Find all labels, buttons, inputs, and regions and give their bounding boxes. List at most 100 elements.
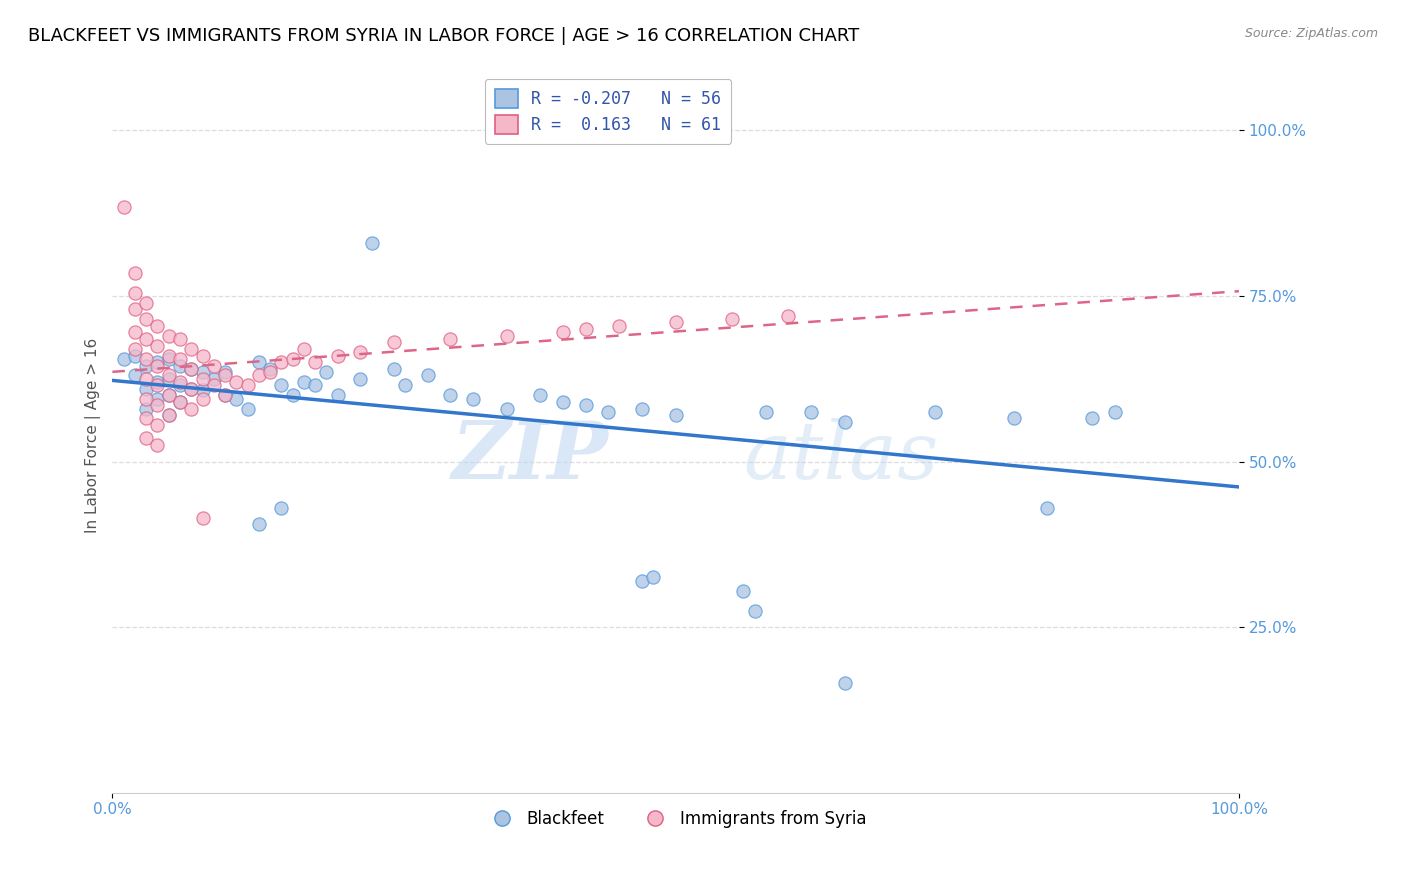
Point <box>247 368 270 383</box>
Point <box>157 351 180 366</box>
Point <box>349 345 371 359</box>
Point <box>180 382 202 396</box>
Point <box>382 361 405 376</box>
Point <box>1081 411 1104 425</box>
Point <box>607 318 630 333</box>
Point <box>292 375 315 389</box>
Point <box>259 361 281 376</box>
Point <box>146 438 169 452</box>
Point <box>135 332 157 346</box>
Point <box>360 235 382 250</box>
Point <box>270 500 292 515</box>
Point <box>665 408 688 422</box>
Point <box>135 351 157 366</box>
Point <box>180 382 202 396</box>
Point <box>157 408 180 422</box>
Point <box>349 372 371 386</box>
Point <box>394 378 416 392</box>
Y-axis label: In Labor Force | Age > 16: In Labor Force | Age > 16 <box>86 337 101 533</box>
Point <box>778 309 800 323</box>
Point <box>146 375 169 389</box>
Point <box>124 349 146 363</box>
Point <box>236 401 259 416</box>
Point <box>124 266 146 280</box>
Point <box>135 392 157 406</box>
Text: Source: ZipAtlas.com: Source: ZipAtlas.com <box>1244 27 1378 40</box>
Point <box>281 388 304 402</box>
Point <box>124 326 146 340</box>
Point <box>146 378 169 392</box>
Point <box>214 388 236 402</box>
Point <box>169 332 191 346</box>
Point <box>259 365 281 379</box>
Point <box>800 405 823 419</box>
Point <box>1104 405 1126 419</box>
Point <box>665 316 688 330</box>
Point <box>551 395 574 409</box>
Point <box>191 392 214 406</box>
Point <box>124 342 146 356</box>
Point <box>247 355 270 369</box>
Point <box>574 322 596 336</box>
Point <box>643 570 665 584</box>
Point <box>135 431 157 445</box>
Point <box>135 295 157 310</box>
Point <box>180 361 202 376</box>
Point <box>191 349 214 363</box>
Point <box>180 361 202 376</box>
Text: ZIP: ZIP <box>451 417 607 495</box>
Point <box>202 359 225 373</box>
Point <box>225 375 247 389</box>
Point <box>157 328 180 343</box>
Point <box>1002 411 1025 425</box>
Point <box>721 312 744 326</box>
Point <box>214 365 236 379</box>
Point <box>281 351 304 366</box>
Point <box>236 378 259 392</box>
Point <box>495 401 517 416</box>
Point <box>157 368 180 383</box>
Point <box>529 388 551 402</box>
Point <box>112 351 135 366</box>
Point <box>169 395 191 409</box>
Point <box>124 285 146 300</box>
Point <box>169 375 191 389</box>
Point <box>146 392 169 406</box>
Point <box>157 372 180 386</box>
Point <box>631 574 654 588</box>
Point <box>326 349 349 363</box>
Point <box>574 398 596 412</box>
Point <box>439 332 461 346</box>
Point <box>416 368 439 383</box>
Point <box>315 365 337 379</box>
Point <box>631 401 654 416</box>
Legend: Blackfeet, Immigrants from Syria: Blackfeet, Immigrants from Syria <box>478 803 873 834</box>
Point <box>157 408 180 422</box>
Point <box>292 342 315 356</box>
Point <box>1239 335 1261 350</box>
Point <box>304 355 326 369</box>
Point <box>439 388 461 402</box>
Point <box>157 349 180 363</box>
Point <box>180 401 202 416</box>
Point <box>202 372 225 386</box>
Point <box>146 318 169 333</box>
Point <box>461 392 484 406</box>
Point <box>169 359 191 373</box>
Point <box>191 365 214 379</box>
Point <box>124 302 146 317</box>
Point <box>744 603 766 617</box>
Point <box>169 351 191 366</box>
Point <box>247 517 270 532</box>
Point <box>596 405 619 419</box>
Point <box>382 335 405 350</box>
Point <box>202 378 225 392</box>
Point <box>146 359 169 373</box>
Point <box>834 676 856 690</box>
Point <box>135 401 157 416</box>
Point <box>146 418 169 433</box>
Point <box>225 392 247 406</box>
Point <box>135 382 157 396</box>
Text: atlas: atlas <box>744 417 939 495</box>
Point <box>169 395 191 409</box>
